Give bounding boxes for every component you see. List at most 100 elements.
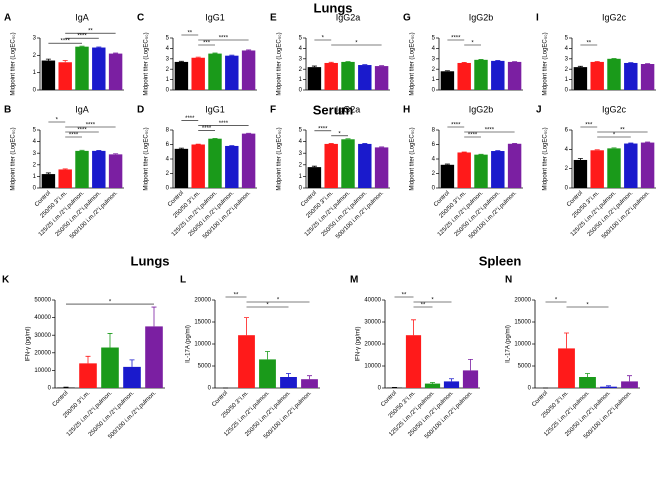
bar xyxy=(607,58,621,90)
significance-label: **** xyxy=(318,126,328,132)
significance-label: * xyxy=(277,298,280,304)
y-tick-label: 20000 xyxy=(364,342,381,348)
error-bar xyxy=(311,165,317,168)
error-bar xyxy=(606,385,611,387)
y-tick-label: 0 xyxy=(565,186,569,192)
y-tick-label: 15000 xyxy=(194,320,211,326)
y-tick-label: 10000 xyxy=(364,364,381,370)
error-bar xyxy=(178,147,184,149)
bar xyxy=(440,164,455,188)
error-bar xyxy=(444,163,450,165)
x-tick-label: Control xyxy=(531,390,549,408)
bar xyxy=(600,386,617,388)
y-tick-label: 5000 xyxy=(518,364,532,370)
y-tick-label: 6 xyxy=(432,142,436,148)
panel-title: IgA xyxy=(75,104,89,114)
error-bar xyxy=(229,54,235,56)
error-bar xyxy=(79,149,85,151)
y-tick-label: 3 xyxy=(33,36,37,42)
bar xyxy=(457,152,471,188)
panel-title: IgG2a xyxy=(336,104,361,114)
bar xyxy=(108,53,123,90)
y-tick-label: 15000 xyxy=(514,320,531,326)
y-tick-label: 5 xyxy=(33,128,37,134)
significance-label: **** xyxy=(69,133,79,139)
error-bar xyxy=(85,355,91,364)
y-tick-label: 20000 xyxy=(34,350,51,356)
y-tick-label: 2 xyxy=(299,162,303,168)
panel-letter: E xyxy=(270,13,277,24)
error-bar xyxy=(411,319,416,336)
significance-label: *** xyxy=(203,41,211,47)
significance-label: *** xyxy=(585,123,593,129)
error-bar xyxy=(195,56,201,58)
y-tick-label: 1 xyxy=(33,174,37,180)
error-bar xyxy=(79,45,85,47)
panel-title: IgG2a xyxy=(336,12,361,22)
y-tick-label: 0 xyxy=(565,88,569,94)
bar xyxy=(307,167,322,188)
error-bar xyxy=(129,359,135,367)
significance-label: **** xyxy=(485,128,495,134)
error-bar xyxy=(62,168,68,170)
y-tick-label: 3 xyxy=(565,56,569,62)
significance-label: **** xyxy=(202,126,212,132)
significance-label: * xyxy=(431,298,434,304)
bar xyxy=(241,133,256,188)
y-tick-label: 4 xyxy=(432,157,436,163)
bar xyxy=(491,60,505,90)
y-tick-label: 5 xyxy=(166,36,170,42)
y-axis-label: IFN-γ (pg/ml) xyxy=(26,327,32,362)
bar xyxy=(491,151,505,188)
x-tick-label: Control xyxy=(211,390,229,408)
y-axis-label: IL-17A (pg/ml) xyxy=(506,325,512,363)
bar xyxy=(507,143,522,188)
panel-title: IgG2c xyxy=(602,12,627,22)
bar xyxy=(174,148,189,188)
bar xyxy=(507,61,522,90)
significance-label: **** xyxy=(468,133,478,139)
y-tick-label: 50000 xyxy=(34,298,51,304)
x-tick-label: Control xyxy=(380,390,398,408)
y-tick-label: 30000 xyxy=(34,333,51,339)
bar xyxy=(225,55,239,90)
bar xyxy=(145,326,163,388)
error-bar xyxy=(594,61,600,62)
y-tick-label: 0 xyxy=(432,186,436,192)
bar xyxy=(324,143,338,188)
panel-title: IgG1 xyxy=(205,104,225,114)
bar xyxy=(640,64,655,90)
y-tick-label: 5 xyxy=(299,128,303,134)
significance-label: **** xyxy=(451,36,461,42)
bar xyxy=(174,61,189,90)
y-tick-label: 0 xyxy=(208,386,212,392)
y-tick-label: 5 xyxy=(432,36,436,42)
significance-label: * xyxy=(56,118,59,124)
bar xyxy=(208,53,222,90)
y-tick-label: 4 xyxy=(432,46,436,52)
y-tick-label: 0 xyxy=(166,88,170,94)
y-axis-label: Midpoint titer (LogEC₅₀) xyxy=(144,32,150,95)
y-tick-label: 3 xyxy=(299,56,303,62)
y-tick-label: 4 xyxy=(565,46,569,52)
error-bar xyxy=(246,49,252,51)
y-tick-label: 20000 xyxy=(194,298,211,304)
y-tick-label: 4 xyxy=(565,147,569,153)
panel-letter: B xyxy=(4,105,11,116)
bar xyxy=(123,366,141,388)
y-axis-label: Midpoint titer (LogEC₅₀) xyxy=(543,32,549,95)
panel-letter: L xyxy=(180,275,186,286)
y-tick-label: 10000 xyxy=(514,342,531,348)
error-bar xyxy=(62,60,68,63)
significance-label: * xyxy=(338,131,341,137)
significance-label: **** xyxy=(219,121,229,127)
y-tick-label: 3 xyxy=(166,56,170,62)
significance-label: ** xyxy=(421,303,426,309)
bar xyxy=(424,383,441,388)
y-axis-label: Midpoint titer (LogEC₅₀) xyxy=(11,32,17,95)
panel-letter: G xyxy=(403,13,411,24)
panel-letter: D xyxy=(137,105,144,116)
y-tick-label: 30000 xyxy=(364,320,381,326)
significance-label: ** xyxy=(402,293,407,299)
bar xyxy=(225,145,239,188)
